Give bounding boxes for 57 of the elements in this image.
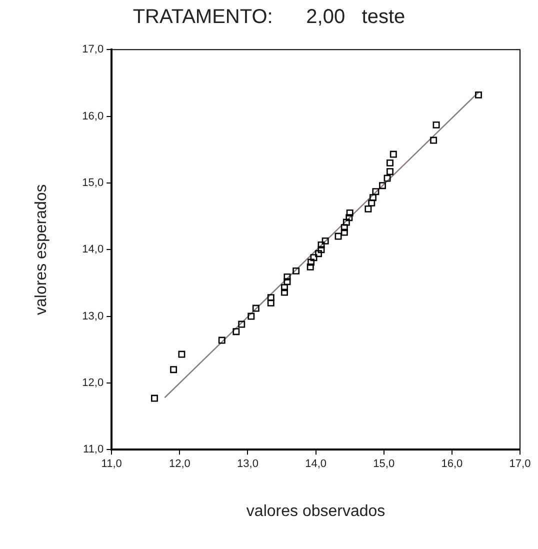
point <box>322 237 329 244</box>
x-tick-label: 13,0 <box>237 458 258 470</box>
point <box>364 205 372 212</box>
point <box>284 278 291 286</box>
point <box>151 394 158 402</box>
point <box>379 182 386 190</box>
point <box>340 224 348 232</box>
x-tick-label: 17,0 <box>509 458 531 470</box>
point <box>334 232 342 240</box>
point <box>284 273 291 280</box>
point <box>318 241 325 248</box>
point <box>384 174 391 182</box>
y-tick-label: 15,0 <box>82 176 104 189</box>
point <box>308 258 315 266</box>
point <box>218 336 226 344</box>
point <box>386 168 394 176</box>
x-tick-label: 15,0 <box>373 458 395 470</box>
point <box>281 284 288 292</box>
x-tick-label: 16,0 <box>441 458 463 470</box>
point <box>346 214 353 222</box>
point <box>430 136 438 144</box>
x-tick-label: 12,0 <box>168 458 190 470</box>
y-tick-label: 16,0 <box>82 110 104 122</box>
point <box>267 294 274 302</box>
y-tick-label: 13,0 <box>82 310 104 322</box>
y-tick-label: 11,0 <box>83 444 104 456</box>
point <box>267 299 274 306</box>
point <box>475 91 482 98</box>
point <box>386 159 394 166</box>
point <box>310 254 318 262</box>
point <box>390 150 397 158</box>
point <box>178 350 186 358</box>
point <box>340 228 348 236</box>
point <box>368 199 376 206</box>
y-axis-title: valores esperados <box>33 184 50 315</box>
point <box>318 246 325 254</box>
y-tick-label: 17,0 <box>82 44 104 56</box>
y-tick-label: 14,0 <box>82 244 104 256</box>
point <box>170 366 178 374</box>
y-tick-label: 12,0 <box>82 376 104 389</box>
point <box>306 263 314 270</box>
point <box>281 288 288 296</box>
x-tick-label: 14,0 <box>305 458 327 470</box>
point <box>342 218 350 226</box>
point <box>346 209 354 216</box>
point <box>238 320 246 328</box>
point <box>248 312 255 320</box>
point <box>432 121 440 128</box>
point <box>292 267 300 274</box>
chart-title: TRATAMENTO: 2,00 teste <box>132 6 406 29</box>
x-axis-title: valores observados <box>246 502 386 520</box>
point <box>372 188 380 196</box>
point <box>315 250 322 258</box>
point <box>252 304 260 312</box>
point <box>232 328 240 336</box>
x-tick-label: 11,0 <box>101 458 122 470</box>
point <box>370 194 376 202</box>
